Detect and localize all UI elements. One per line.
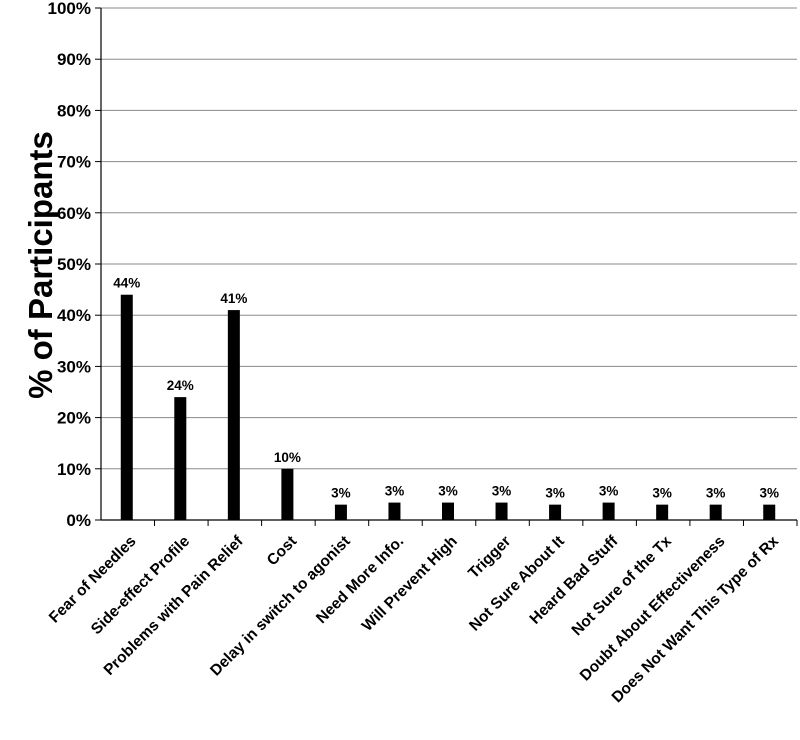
y-tick-label: 90% [57, 50, 91, 69]
bar [281, 468, 294, 520]
x-category-label: Not Sure About It [466, 533, 568, 635]
y-tick-label: 10% [57, 460, 91, 479]
bar [709, 504, 722, 520]
data-label: 10% [274, 450, 301, 465]
y-tick-label: 30% [57, 357, 91, 376]
data-label: 3% [759, 486, 779, 501]
x-category-label: Not Sure of the Tx [569, 533, 676, 640]
y-tick-label: 80% [57, 101, 91, 120]
bar [495, 502, 508, 520]
data-label: 3% [599, 484, 619, 499]
y-axis-title: % of Participants [22, 131, 59, 399]
data-label: 41% [220, 291, 247, 306]
gridlines [101, 7, 797, 470]
data-labels: 44% 24% 41% 10% 3% 3% 3% 3% 3% 3% 3% 3% 3% [113, 276, 779, 501]
bar [602, 502, 615, 520]
x-category-label: Side-effect Profile [88, 533, 193, 638]
y-tick-label: 100% [48, 0, 91, 18]
data-label: 3% [706, 486, 726, 501]
y-tick-label: 40% [57, 306, 91, 325]
y-tick-label: 60% [57, 204, 91, 223]
data-label: 3% [652, 486, 672, 501]
y-tick-label: 70% [57, 153, 91, 172]
data-label: 3% [545, 486, 565, 501]
x-category-label: Will Prevent High [359, 533, 461, 635]
data-label: 3% [331, 486, 351, 501]
data-label: 44% [113, 276, 140, 291]
data-label: 3% [492, 484, 512, 499]
x-category-label: Cost [264, 533, 300, 569]
data-label: 24% [167, 378, 194, 393]
bar [442, 502, 454, 520]
x-category-label: Trigger [465, 533, 514, 582]
data-label: 3% [438, 484, 458, 499]
bar [549, 504, 562, 520]
axes [100, 8, 798, 526]
data-label: 3% [385, 484, 405, 499]
bar [174, 397, 187, 520]
y-tick-label: 50% [57, 255, 91, 274]
bar [120, 294, 133, 520]
y-tick-label: 0% [66, 511, 91, 530]
y-tick-label: 20% [57, 409, 91, 428]
bar [656, 504, 669, 520]
y-axis-ticks: 0% 10% 20% 30% 40% 50% 60% 70% 80% 90% 100% [48, 0, 101, 530]
bars [120, 294, 776, 520]
bar [763, 504, 776, 520]
bar [227, 310, 240, 520]
bar [334, 504, 347, 520]
bar [388, 502, 401, 520]
